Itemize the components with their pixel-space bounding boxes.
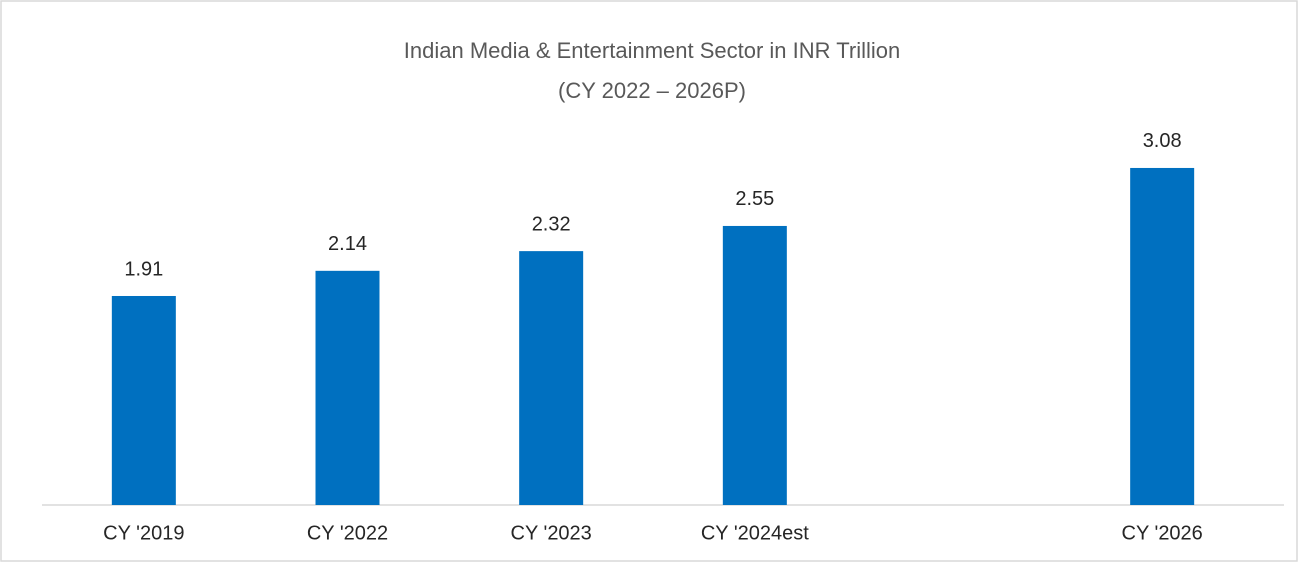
chart-title: Indian Media & Entertainment Sector in I… [404,38,900,63]
data-label: 2.55 [735,188,774,210]
bar [722,225,787,505]
data-label: 2.14 [328,233,367,255]
bar [1130,167,1195,505]
x-tick-label: CY '2023 [511,522,592,544]
x-tick-label: CY '2024est [701,522,809,544]
bar [315,270,380,505]
x-tick-label: CY '2026 [1122,522,1203,544]
data-label: 1.91 [124,258,163,280]
chart-subtitle: (CY 2022 – 2026P) [558,78,746,103]
bar [519,251,584,505]
x-tick-label: CY '2022 [307,522,388,544]
data-label: 2.32 [532,213,571,235]
x-tick-label: CY '2019 [103,522,184,544]
data-label: 3.08 [1143,130,1182,152]
bar [111,295,176,505]
